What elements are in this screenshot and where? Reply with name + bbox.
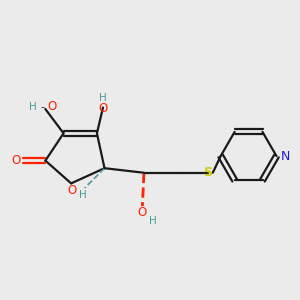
Text: O: O [98,102,108,115]
Text: O: O [11,154,21,167]
Text: O: O [67,184,76,197]
Text: H: H [29,102,37,112]
Text: H: H [149,216,157,226]
Text: -: - [40,102,44,112]
Text: H: H [99,93,107,103]
Text: O: O [137,206,146,219]
Text: H: H [80,190,87,200]
Text: O: O [47,100,57,113]
Text: N: N [280,150,290,163]
Text: S: S [203,166,212,179]
